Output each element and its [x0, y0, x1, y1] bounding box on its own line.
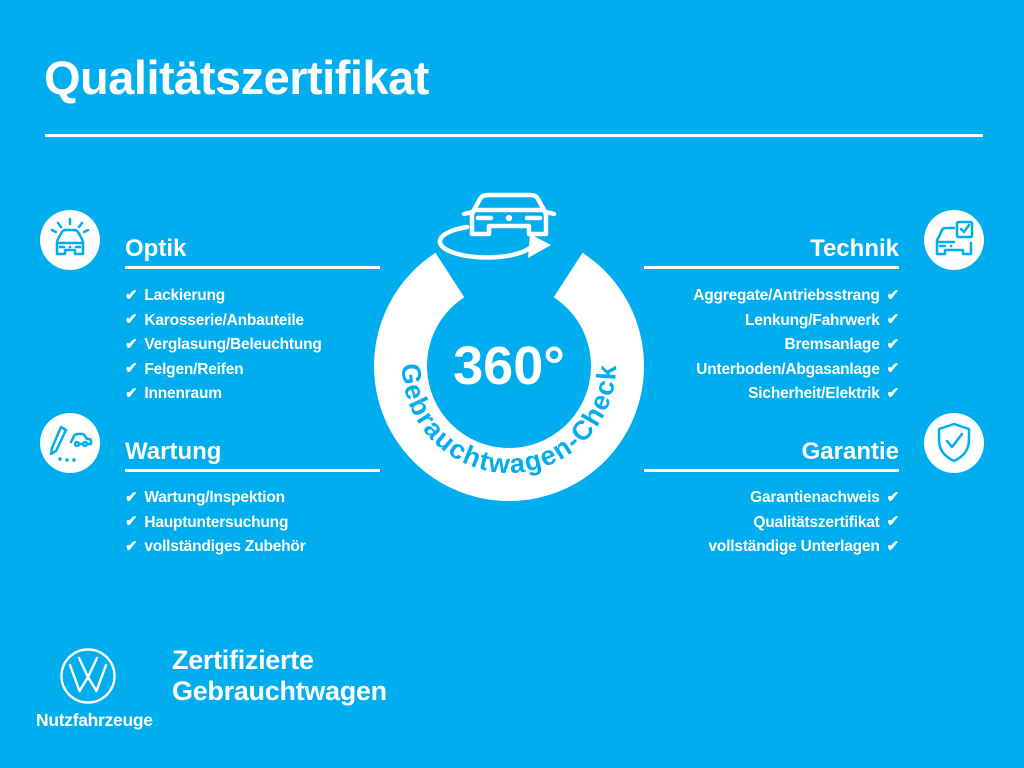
section-underline [644, 469, 899, 472]
check-item-label: Qualitätszertifikat [753, 513, 880, 531]
technik-check-list: ✔ Aggregate/Antriebsstrang ✔ Lenkung/Fahrwe… [560, 284, 899, 407]
section-heading-optik: Optik [125, 235, 187, 262]
check-item: ✔ Qualitätszertifikat [753, 511, 899, 536]
check-item: ✔ Verglasung/Beleuchtung [125, 333, 322, 358]
check-icon: ✔ [886, 335, 900, 353]
check-icon: ✔ [886, 537, 900, 555]
check-item-label: Verglasung/Beleuchtung [144, 336, 322, 354]
page-title: Qualitätszertifikat [44, 51, 429, 104]
pencil-checklist-car-icon-svg [49, 425, 93, 462]
brand-name: Nutzfahrzeuge [36, 710, 153, 730]
section-underline [125, 266, 380, 269]
check-item-label: Hauptuntersuchung [144, 513, 289, 531]
car-checkbox-icon [924, 210, 984, 270]
vw-logo-svg [60, 648, 116, 704]
shield-check-icon [924, 413, 984, 473]
check-item: ✔ Bremsanlage [784, 333, 899, 358]
title-divider [45, 134, 983, 137]
car-checkbox-icon-svg [935, 220, 974, 256]
check-item: ✔ Wartung/Inspektion [125, 486, 306, 511]
check-item-label: Aggregate/Antriebsstrang [693, 287, 880, 305]
check-item: ✔ Aggregate/Antriebsstrang [693, 284, 899, 309]
degrees-label: 360° [453, 336, 565, 396]
check-item-label: Garantienachweis [750, 489, 880, 507]
footer-tagline-line1: Zertifizierte [172, 645, 314, 675]
section-heading-garantie: Garantie [801, 438, 899, 465]
check-item-label: Sicherheit/Elektrik [748, 385, 880, 403]
check-item: ✔ Sicherheit/Elektrik [748, 382, 899, 407]
check-item-label: vollständige Unterlagen [708, 538, 880, 556]
check-icon: ✔ [125, 335, 138, 353]
check-icon: ✔ [125, 488, 138, 506]
check-icon: ✔ [125, 360, 138, 378]
check-item: ✔ vollständiges Zubehör [125, 535, 306, 560]
check-item: ✔ Karosserie/Anbauteile [125, 309, 322, 334]
check-item-label: Lenkung/Fahrwerk [745, 311, 880, 329]
car-front-shine-icon-svg [50, 217, 90, 256]
check-icon: ✔ [125, 384, 138, 402]
check-item: ✔ Garantienachweis [750, 486, 899, 511]
check-item: ✔ Hauptuntersuchung [125, 511, 306, 536]
360-check-graphic: 360° Gebrauchtwagen-Check [350, 170, 680, 510]
check-item: ✔ vollständige Unterlagen [708, 535, 900, 560]
check-icon: ✔ [125, 513, 138, 531]
check-item-label: Lackierung [144, 287, 226, 305]
360-ring-svg: 360° Gebrauchtwagen-Check [374, 192, 644, 502]
check-item: ✔ Felgen/Reifen [125, 358, 322, 383]
check-item-label: Innenraum [144, 385, 222, 403]
check-icon: ✔ [886, 384, 900, 402]
car-front-shine-icon [40, 210, 100, 270]
check-item: ✔ Lackierung [125, 284, 322, 309]
pencil-checklist-car-icon [40, 413, 100, 473]
check-icon: ✔ [886, 513, 900, 531]
check-item: ✔ Innenraum [125, 382, 322, 407]
section-heading-wartung: Wartung [125, 438, 222, 465]
section-heading-technik: Technik [810, 235, 899, 262]
ring-shape [374, 252, 644, 502]
garantie-check-list: ✔ Garantienachweis ✔ Qualitätszertifikat ✔ vo… [560, 486, 900, 560]
footer-tagline-line2: Gebrauchtwagen [172, 676, 387, 706]
check-item-label: Unterboden/Abgasanlage [696, 360, 880, 378]
check-item-label: Felgen/Reifen [144, 360, 244, 378]
section-underline [644, 266, 899, 269]
check-icon: ✔ [125, 537, 138, 555]
vw-logo [58, 646, 118, 706]
section-underline [125, 469, 380, 472]
check-item-label: Karosserie/Anbauteile [144, 311, 304, 329]
check-icon: ✔ [886, 488, 900, 506]
wartung-check-list: ✔ Wartung/Inspektion ✔ Hauptuntersuchung ✔ vo… [125, 486, 306, 560]
check-item: ✔ Unterboden/Abgasanlage [696, 358, 899, 383]
check-icon: ✔ [125, 311, 138, 329]
check-icon: ✔ [125, 286, 138, 304]
check-item-label: Wartung/Inspektion [144, 489, 285, 507]
shield-check-icon-svg [937, 422, 971, 463]
check-item: ✔ Lenkung/Fahrwerk [745, 309, 899, 334]
rotating-van-icon [437, 192, 557, 260]
check-item-label: vollständiges Zubehör [144, 538, 306, 556]
check-item-label: Bremsanlage [784, 336, 880, 354]
footer-tagline: Zertifizierte Gebrauchtwagen [172, 645, 387, 707]
check-icon: ✔ [886, 360, 900, 378]
check-icon: ✔ [886, 311, 900, 329]
check-icon: ✔ [886, 286, 900, 304]
optik-check-list: ✔ Lackierung ✔ Karosserie/Anbauteile ✔ Vergla… [125, 284, 322, 407]
